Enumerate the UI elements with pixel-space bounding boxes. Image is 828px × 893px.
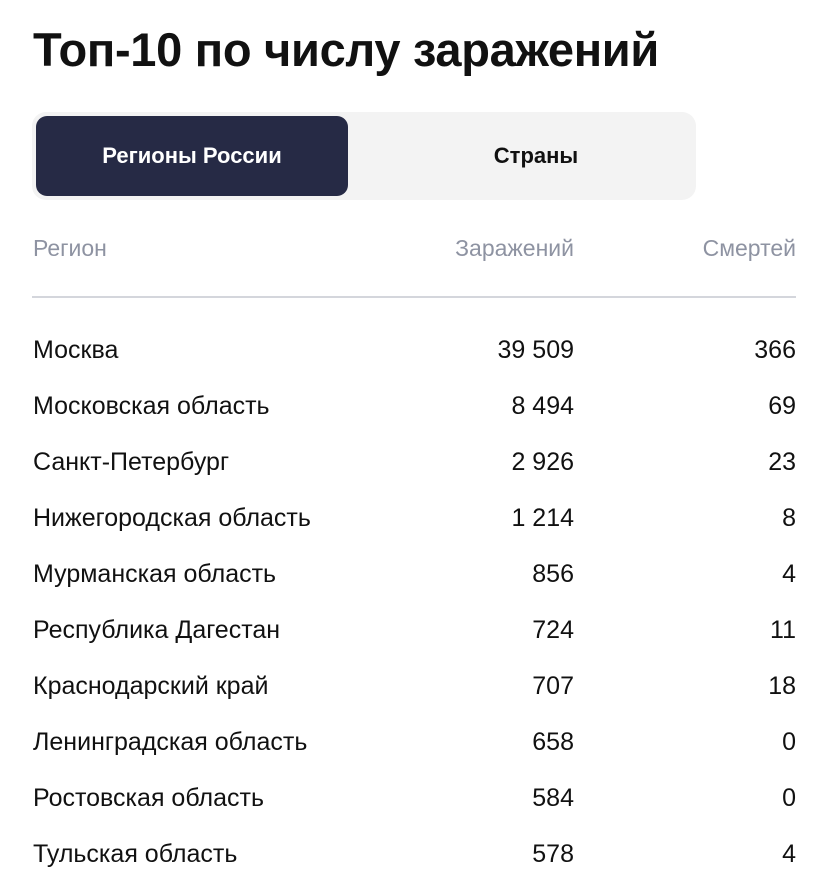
page-title: Топ-10 по числу заражений bbox=[33, 23, 659, 76]
infections-count: 8 494 bbox=[511, 392, 574, 420]
region-name: Санкт-Петербург bbox=[33, 448, 230, 476]
region-name: Нижегородская область bbox=[33, 504, 311, 532]
column-header-region: Регион bbox=[33, 235, 107, 261]
region-name: Москва bbox=[33, 336, 119, 364]
column-header-infections: Заражений bbox=[455, 235, 574, 261]
infections-count: 1 214 bbox=[511, 504, 574, 532]
table-row: Ростовская область 584 0 bbox=[0, 780, 828, 836]
deaths-count: 0 bbox=[782, 728, 796, 756]
infections-count: 856 bbox=[532, 560, 574, 588]
deaths-count: 11 bbox=[770, 616, 796, 644]
table-row: Санкт-Петербург 2 926 23 bbox=[0, 444, 828, 500]
region-name: Мурманская область bbox=[33, 560, 277, 588]
region-name: Республика Дагестан bbox=[33, 616, 281, 644]
table-row: Московская область 8 494 69 bbox=[0, 388, 828, 444]
deaths-count: 18 bbox=[768, 672, 796, 700]
region-name: Московская область bbox=[33, 392, 270, 420]
deaths-count: 0 bbox=[782, 784, 796, 812]
table-body: Москва 39 509 366 Московская область 8 4… bbox=[0, 332, 828, 892]
table-row: Тульская область 578 4 bbox=[0, 836, 828, 892]
tab-countries[interactable]: Страны bbox=[493, 143, 579, 168]
region-name: Ленинградская область bbox=[33, 728, 308, 756]
table-row: Нижегородская область 1 214 8 bbox=[0, 500, 828, 556]
header-divider bbox=[32, 296, 796, 298]
region-name: Тульская область bbox=[33, 840, 238, 868]
deaths-count: 8 bbox=[782, 504, 796, 532]
table-row: Республика Дагестан 724 11 bbox=[0, 612, 828, 668]
table-row: Москва 39 509 366 bbox=[0, 332, 828, 388]
deaths-count: 4 bbox=[782, 560, 796, 588]
region-name: Ростовская область bbox=[33, 784, 264, 812]
deaths-count: 23 bbox=[768, 448, 796, 476]
infections-count: 658 bbox=[532, 728, 574, 756]
infections-count: 2 926 bbox=[511, 448, 574, 476]
infections-count: 707 bbox=[532, 672, 574, 700]
infections-count: 39 509 bbox=[497, 336, 574, 364]
tab-russia-regions[interactable]: Регионы России bbox=[36, 116, 348, 196]
tab-switcher: Регионы России Страны bbox=[32, 112, 696, 200]
column-header-deaths: Смертей bbox=[702, 235, 796, 261]
deaths-count: 69 bbox=[768, 392, 796, 420]
table-row: Ленинградская область 658 0 bbox=[0, 724, 828, 780]
table-row: Краснодарский край 707 18 bbox=[0, 668, 828, 724]
infections-count: 584 bbox=[532, 784, 574, 812]
infections-count: 724 bbox=[532, 616, 574, 644]
deaths-count: 4 bbox=[782, 840, 796, 868]
region-name: Краснодарский край bbox=[33, 672, 269, 700]
table-row: Мурманская область 856 4 bbox=[0, 556, 828, 612]
infections-count: 578 bbox=[532, 840, 574, 868]
deaths-count: 366 bbox=[754, 336, 796, 364]
